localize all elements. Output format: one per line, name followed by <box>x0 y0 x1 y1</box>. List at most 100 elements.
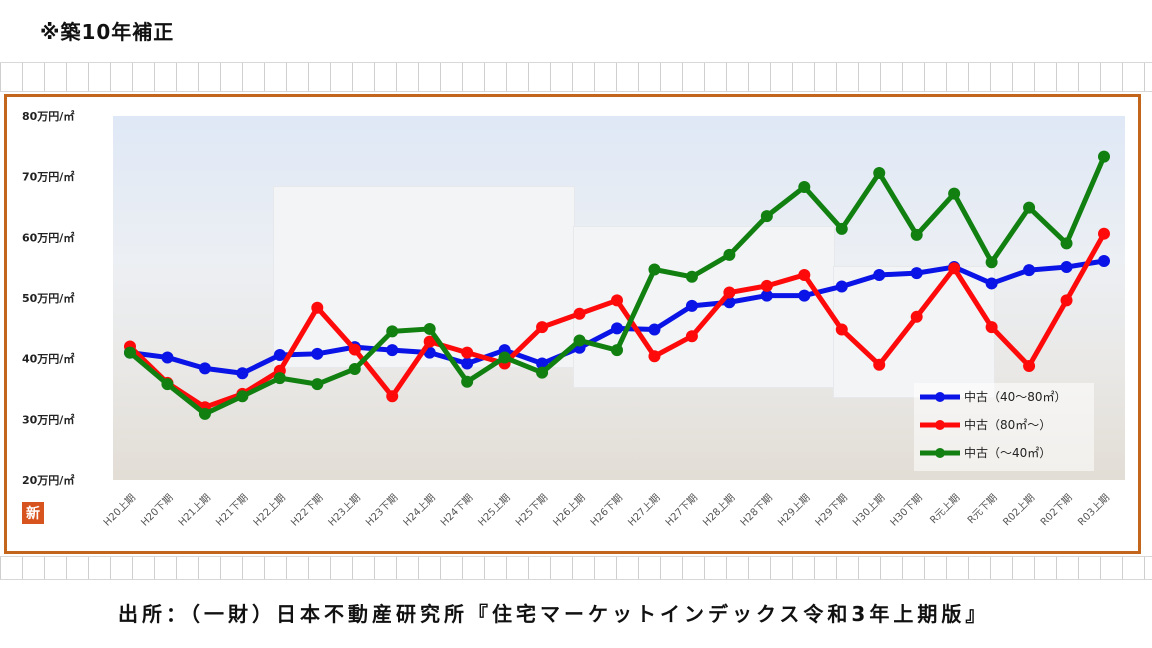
data-point <box>873 358 886 371</box>
x-tick-label: H28上期 <box>701 492 738 529</box>
data-point <box>948 262 961 275</box>
x-tick-label: H21上期 <box>176 492 213 529</box>
source-citation: 出所：（一財）日本不動産研究所『住宅マーケットインデックス令和3年上期版』 <box>118 602 990 626</box>
data-point <box>1023 264 1036 277</box>
data-point <box>760 210 773 223</box>
y-tick-label: 50万円/㎡ <box>22 291 74 305</box>
x-tick-label: R02上期 <box>1001 492 1038 529</box>
x-tick-label: R元上期 <box>928 492 963 527</box>
data-point <box>573 334 586 347</box>
data-point <box>1060 261 1073 274</box>
data-point <box>723 248 736 261</box>
x-tick-label: H28下期 <box>738 492 775 529</box>
legend-label: 中古（80㎡〜） <box>964 417 1051 432</box>
data-point <box>348 362 361 375</box>
data-point <box>835 280 848 293</box>
x-tick-label: H24下期 <box>438 492 475 529</box>
data-point <box>611 344 623 357</box>
data-point <box>161 351 174 364</box>
legend-marker <box>935 420 945 430</box>
data-point <box>198 407 211 420</box>
new-badge-icon: 新 <box>22 502 44 524</box>
data-point <box>1023 359 1036 372</box>
data-point <box>985 321 998 334</box>
data-point <box>498 351 511 364</box>
data-point <box>611 322 623 335</box>
x-tick-label: H26下期 <box>588 492 625 529</box>
data-point <box>611 294 623 307</box>
data-point <box>386 344 399 357</box>
data-point <box>386 325 399 338</box>
data-point <box>760 279 773 292</box>
data-point <box>873 268 886 281</box>
data-point <box>461 346 474 359</box>
x-tick-label: H30下期 <box>888 492 925 529</box>
data-point <box>873 167 886 180</box>
x-tick-label: H25上期 <box>476 492 513 529</box>
spreadsheet-grid-bottom <box>0 556 1152 580</box>
x-tick-label: H24上期 <box>401 492 438 529</box>
x-tick-label: R02下期 <box>1038 492 1075 529</box>
background-building <box>273 186 575 368</box>
data-point <box>311 347 324 360</box>
data-point <box>685 299 698 312</box>
x-tick-label: H29上期 <box>775 492 812 529</box>
data-point <box>685 270 698 283</box>
data-point <box>573 307 586 320</box>
data-point <box>685 330 698 343</box>
header-note: ※築10年補正 <box>40 20 175 44</box>
y-tick-label: 80万円/㎡ <box>22 109 74 123</box>
x-tick-label: H20下期 <box>139 492 176 529</box>
data-point <box>273 372 286 385</box>
data-point <box>648 323 661 336</box>
x-tick-label: H27下期 <box>663 492 700 529</box>
legend-marker <box>935 448 945 458</box>
data-point <box>348 343 361 356</box>
data-point <box>536 357 549 370</box>
data-point <box>273 349 286 362</box>
x-tick-label: H23上期 <box>326 492 363 529</box>
data-point <box>423 322 436 335</box>
data-point <box>124 346 136 359</box>
data-point <box>161 378 174 391</box>
data-point <box>648 350 661 363</box>
data-point <box>461 375 474 388</box>
legend-label: 中古（〜40㎡） <box>964 445 1051 460</box>
data-point <box>386 390 399 403</box>
data-point <box>1060 294 1073 307</box>
data-point <box>798 289 811 302</box>
data-point <box>1098 227 1110 240</box>
x-tick-label: H23下期 <box>363 492 400 529</box>
x-tick-label: H30上期 <box>850 492 887 529</box>
y-tick-label: 20万円/㎡ <box>22 473 74 487</box>
data-point <box>311 378 324 391</box>
data-point <box>910 267 923 280</box>
data-point <box>311 301 324 314</box>
data-point <box>760 289 773 302</box>
spreadsheet-grid-top <box>0 62 1152 92</box>
x-tick-label: R元下期 <box>965 492 1000 527</box>
data-point <box>648 263 661 276</box>
x-tick-label: H25下期 <box>513 492 550 529</box>
x-tick-label: H22下期 <box>288 492 325 529</box>
data-point <box>985 256 998 269</box>
x-tick-label: H27上期 <box>626 492 663 529</box>
y-tick-label: 60万円/㎡ <box>22 230 74 244</box>
data-point <box>835 222 848 235</box>
legend-label: 中古（40〜80㎡） <box>964 389 1067 404</box>
data-point <box>910 228 923 241</box>
y-tick-label: 30万円/㎡ <box>22 412 74 426</box>
x-tick-label: H29下期 <box>813 492 850 529</box>
x-tick-label: H26上期 <box>551 492 588 529</box>
y-tick-label: 70万円/㎡ <box>22 170 74 184</box>
data-point <box>1098 254 1110 267</box>
data-point <box>1060 237 1073 250</box>
data-point <box>835 323 848 336</box>
data-point <box>985 277 998 290</box>
legend-marker <box>935 392 945 402</box>
data-point <box>236 390 249 403</box>
data-point <box>910 310 923 323</box>
data-point <box>798 180 811 193</box>
data-point <box>236 367 249 380</box>
